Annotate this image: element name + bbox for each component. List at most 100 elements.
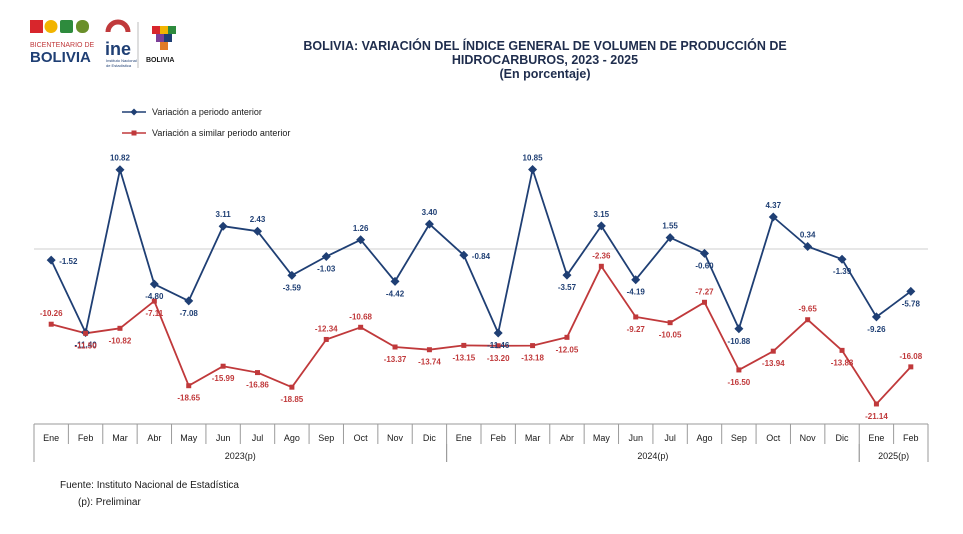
series-1-point — [115, 165, 125, 175]
series-2-point — [220, 363, 226, 369]
x-tick-label: Sep — [731, 433, 747, 443]
data-label-series-2: -10.26 — [40, 309, 63, 318]
x-tick-label: Ago — [696, 433, 712, 443]
x-tick-label: Jun — [216, 433, 231, 443]
data-label-series-1: 3.40 — [422, 208, 438, 217]
data-label-series-1: -7.08 — [180, 309, 199, 318]
x-tick-label: Feb — [903, 433, 919, 443]
series-1-point — [253, 226, 262, 236]
series-2-point — [117, 325, 123, 331]
data-label-series-1: 1.55 — [662, 222, 678, 231]
data-label-series-1: 1.26 — [353, 224, 369, 233]
data-label-series-1: -9.26 — [867, 325, 886, 334]
series-1-point — [149, 279, 159, 289]
series-2-point — [873, 401, 879, 407]
series-2-point — [48, 321, 54, 327]
series-1-point — [734, 324, 744, 334]
data-label-series-2: -16.86 — [246, 381, 269, 390]
x-tick-label: Jul — [664, 433, 676, 443]
data-label-series-2: -13.15 — [452, 353, 475, 362]
series-1-point — [665, 233, 675, 243]
data-label-series-1: -1.03 — [317, 265, 336, 274]
x-tick-label: Nov — [387, 433, 404, 443]
data-label-series-2: -10.05 — [659, 331, 682, 340]
series-1-point — [184, 296, 194, 306]
series-2-point — [667, 320, 673, 326]
x-tick-label: May — [180, 433, 198, 443]
data-label-series-1: -1.52 — [59, 257, 78, 266]
legend-label-2: Variación a similar periodo anterior — [152, 128, 290, 138]
chart-title-line-1: BOLIVIA: VARIACIÓN DEL ÍNDICE GENERAL DE… — [303, 39, 787, 53]
series-line-2 — [50, 265, 912, 405]
data-label-series-1: -4.80 — [145, 292, 164, 301]
series-2-point — [186, 383, 192, 389]
data-label-series-1: -0.84 — [472, 252, 491, 261]
year-group-label: 2024(p) — [637, 451, 668, 461]
data-label-series-1: -4.42 — [386, 289, 405, 298]
x-tick-label: Feb — [490, 433, 506, 443]
series-2-point — [908, 364, 914, 370]
x-tick-label: Oct — [766, 433, 781, 443]
series-2-point — [736, 367, 742, 373]
data-label-series-1: -4.19 — [627, 288, 646, 297]
series-2-point — [358, 324, 364, 330]
x-tick-label: Dic — [423, 433, 436, 443]
data-label-series-2: -21.14 — [865, 412, 888, 421]
x-axis: Ene Feb Mar Abr May Jun Jul Ago Sep Oct Nov Dic Ene F… — [33, 423, 929, 462]
data-label-series-2: -13.37 — [384, 355, 407, 364]
series-1-point — [287, 270, 297, 280]
state-emblem: BOLIVIA — [146, 26, 176, 64]
series-2-point — [495, 343, 501, 349]
data-label-series-2: -13.83 — [831, 358, 854, 367]
series-2-point — [392, 344, 398, 350]
data-label-series-2: -13.20 — [487, 354, 510, 363]
data-label-series-2: -9.27 — [627, 325, 646, 334]
bicentenario-logo: BICENTENARIO DE BOLIVIA — [30, 20, 95, 66]
ine-sub-text-1: Instituto Nacional — [106, 58, 137, 63]
data-label-series-1: -1.39 — [833, 267, 852, 276]
source-note: Fuente: Instituto Nacional de Estadístic… — [60, 480, 239, 491]
ine-main-text: ine — [105, 39, 131, 59]
series-1-point — [871, 312, 881, 322]
x-tick-label: Ene — [456, 433, 472, 443]
ine-sub-text-2: de Estadística — [106, 63, 132, 68]
data-label-series-2: -7.27 — [695, 287, 714, 296]
series-1-point — [528, 164, 538, 174]
series-1-point — [562, 270, 572, 280]
data-label-series-1: 0.34 — [800, 231, 816, 240]
data-label-series-1: -3.59 — [283, 283, 302, 292]
series-2-point — [83, 330, 89, 336]
year-group-label: 2025(p) — [878, 451, 909, 461]
data-label-series-2: -12.34 — [315, 324, 338, 333]
data-label-series-1: 3.11 — [216, 210, 232, 219]
data-label-series-2: -16.50 — [728, 378, 751, 387]
series-2-point — [702, 299, 707, 305]
x-tick-label: Feb — [78, 433, 94, 443]
x-tick-label: Mar — [525, 433, 541, 443]
x-tick-label: Jul — [252, 433, 264, 443]
series-2-point — [255, 370, 260, 376]
data-label-series-1: -3.57 — [558, 283, 577, 292]
chart-subtitle: (En porcentaje) — [499, 67, 591, 81]
ine-logo: ine Instituto Nacional de Estadística — [105, 19, 137, 68]
data-label-series-2: -9.65 — [799, 305, 818, 314]
logo-graphics: BICENTENARIO DE BOLIVIA ine Instituto Na… — [30, 19, 176, 68]
x-tick-label: Abr — [560, 433, 574, 443]
series-1-point — [46, 255, 56, 265]
series-1-point — [321, 252, 331, 262]
x-tick-label: Abr — [147, 433, 161, 443]
data-label-series-1: 10.85 — [523, 153, 544, 162]
data-label-series-2: -13.94 — [762, 359, 785, 368]
series-1-point — [218, 221, 228, 231]
series-1-point — [768, 212, 778, 222]
series-2-point — [839, 347, 845, 353]
x-tick-label: Ene — [43, 433, 59, 443]
series-2-point — [564, 334, 570, 340]
x-tick-label: Nov — [800, 433, 817, 443]
series-2-point — [461, 342, 467, 348]
year-group-label: 2023(p) — [225, 451, 256, 461]
x-tick-label: Jun — [628, 433, 643, 443]
data-label-series-2: -12.05 — [556, 345, 579, 354]
series-1-point — [906, 286, 916, 296]
data-label-series-2: -18.85 — [281, 395, 304, 404]
